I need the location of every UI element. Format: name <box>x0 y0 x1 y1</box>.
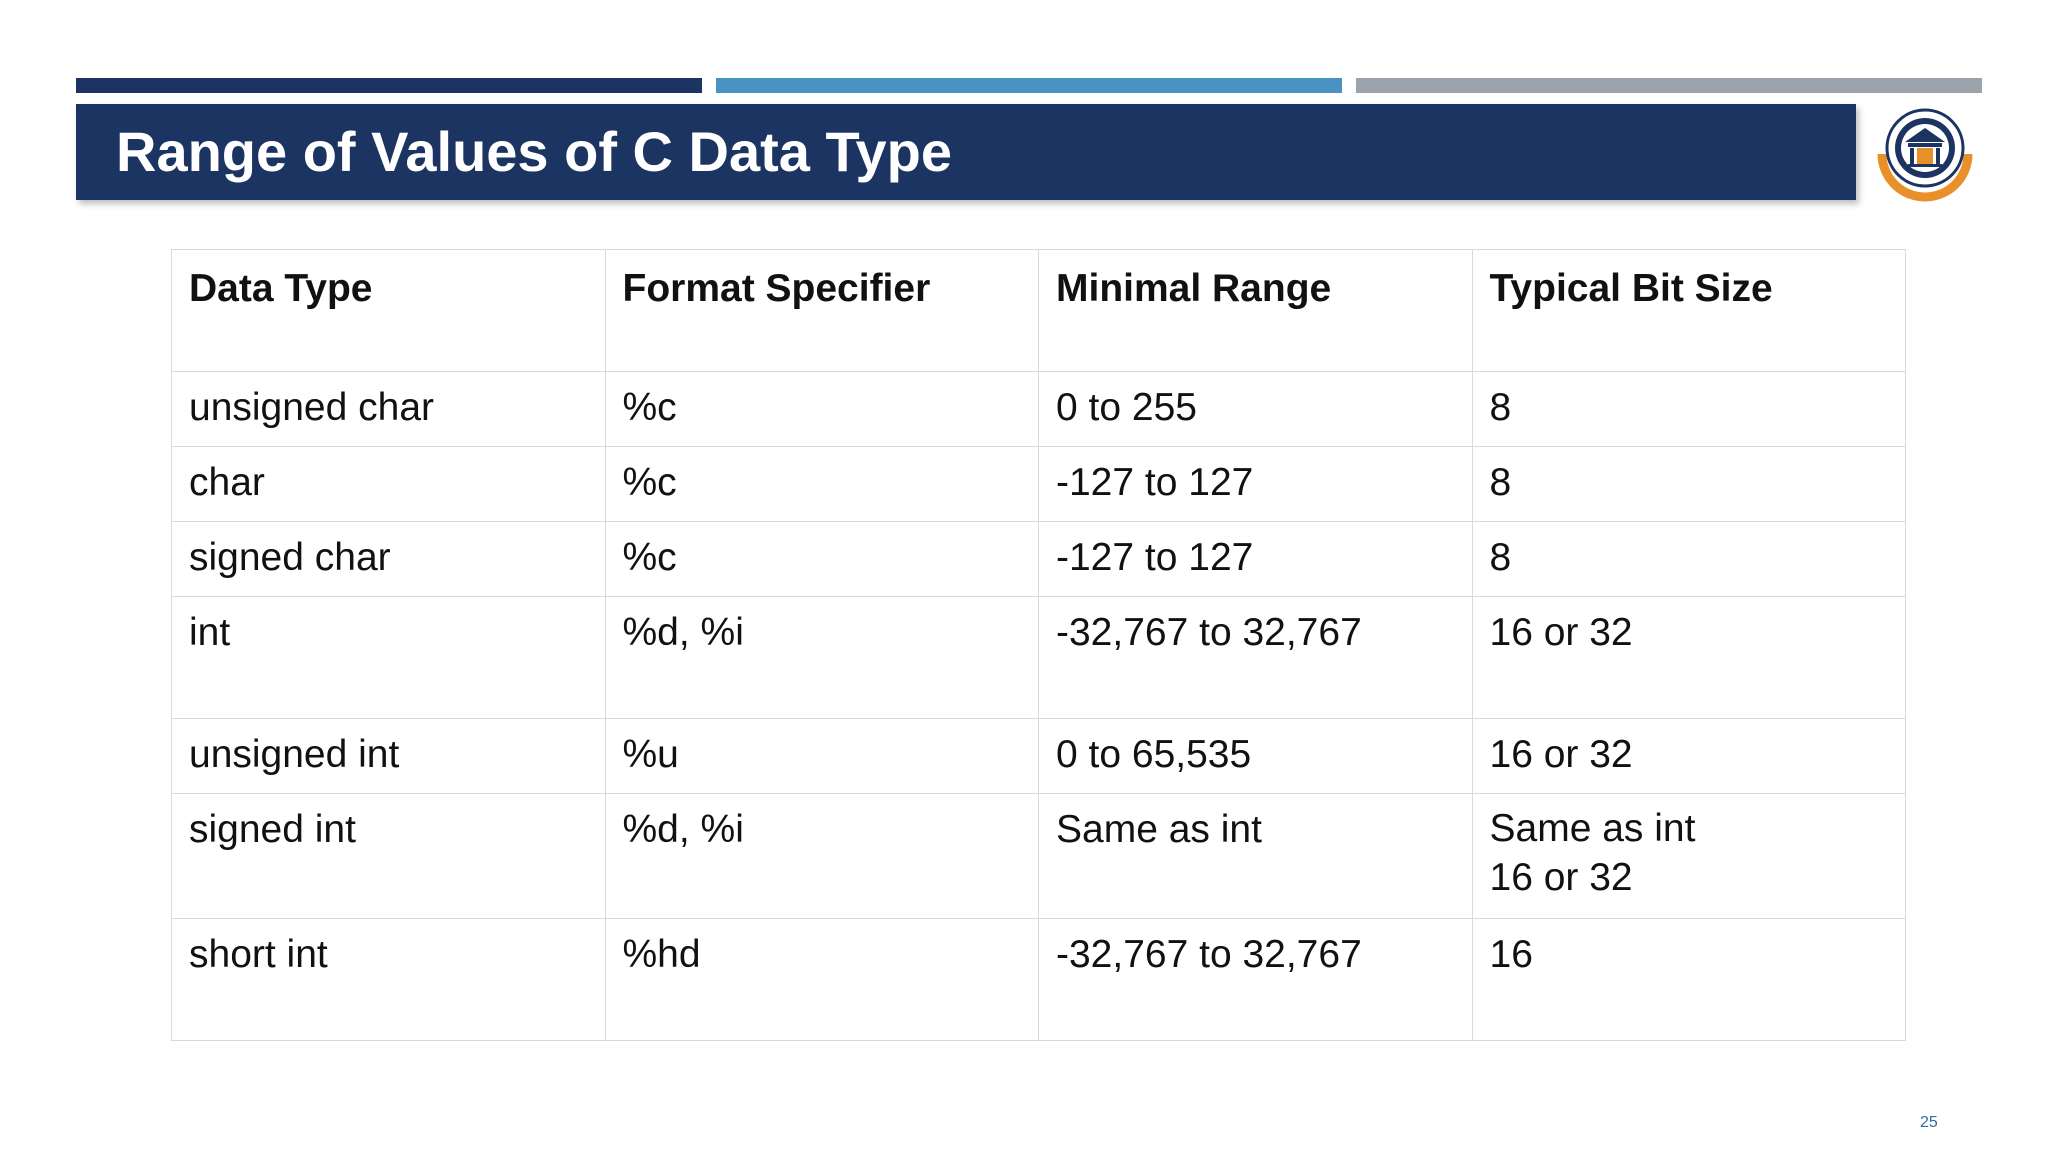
table-row: signed int %d, %i Same as int Same as in… <box>171 793 1906 919</box>
cell-typical-bit-size: 8 <box>1471 521 1906 597</box>
data-type-table: Data Type Format Specifier Minimal Range… <box>171 249 1906 1041</box>
cell-data-type: int <box>171 596 606 719</box>
cell-data-type: unsigned char <box>171 371 606 447</box>
cell-minimal-range: -127 to 127 <box>1038 521 1473 597</box>
cell-typical-bit-size: 16 or 32 <box>1471 596 1906 719</box>
table-row: short int %hd -32,767 to 32,767 16 <box>171 918 1906 1041</box>
college-seal-icon <box>1870 102 1980 202</box>
cell-format-specifier: %c <box>604 521 1039 597</box>
header-minimal-range: Minimal Range <box>1038 249 1473 372</box>
cell-minimal-range: Same as int <box>1038 793 1473 919</box>
cell-typical-bit-size: 8 <box>1471 446 1906 522</box>
accent-bar-navy <box>76 78 702 93</box>
cell-data-type: short int <box>171 918 606 1041</box>
header-format-specifier: Format Specifier <box>604 249 1039 372</box>
cell-format-specifier: %hd <box>604 918 1039 1041</box>
title-band: Range of Values of C Data Type <box>76 104 1856 200</box>
table-header-row: Data Type Format Specifier Minimal Range… <box>171 249 1906 372</box>
header-data-type: Data Type <box>171 249 606 372</box>
cell-data-type: signed char <box>171 521 606 597</box>
table-row: signed char %c -127 to 127 8 <box>171 521 1906 597</box>
table-row: int %d, %i -32,767 to 32,767 16 or 32 <box>171 596 1906 719</box>
cell-format-specifier: %c <box>604 446 1039 522</box>
table-row: char %c -127 to 127 8 <box>171 446 1906 522</box>
cell-minimal-range: -32,767 to 32,767 <box>1038 596 1473 719</box>
cell-data-type: unsigned int <box>171 718 606 794</box>
cell-typical-bit-size: 8 <box>1471 371 1906 447</box>
cell-format-specifier: %d, %i <box>604 793 1039 919</box>
cell-minimal-range: -127 to 127 <box>1038 446 1473 522</box>
cell-minimal-range: -32,767 to 32,767 <box>1038 918 1473 1041</box>
cell-typical-bit-size: 16 <box>1471 918 1906 1041</box>
cell-data-type: signed int <box>171 793 606 919</box>
cell-format-specifier: %u <box>604 718 1039 794</box>
cell-minimal-range: 0 to 255 <box>1038 371 1473 447</box>
table-row: unsigned char %c 0 to 255 8 <box>171 371 1906 447</box>
cell-typical-bit-size: 16 or 32 <box>1471 718 1906 794</box>
page-number: 25 <box>1920 1114 1938 1131</box>
accent-bar-blue <box>716 78 1342 93</box>
cell-format-specifier: %c <box>604 371 1039 447</box>
cell-format-specifier: %d, %i <box>604 596 1039 719</box>
cell-typical-bit-size: Same as int 16 or 32 <box>1471 793 1906 919</box>
cell-line: Same as int <box>1489 807 1696 850</box>
cell-line: 16 or 32 <box>1489 856 1633 899</box>
accent-bar-gray <box>1356 78 1982 93</box>
cell-data-type: char <box>171 446 606 522</box>
cell-minimal-range: 0 to 65,535 <box>1038 718 1473 794</box>
header-typical-bit-size: Typical Bit Size <box>1471 249 1906 372</box>
slide-title: Range of Values of C Data Type <box>116 120 953 183</box>
table-row: unsigned int %u 0 to 65,535 16 or 32 <box>171 718 1906 794</box>
